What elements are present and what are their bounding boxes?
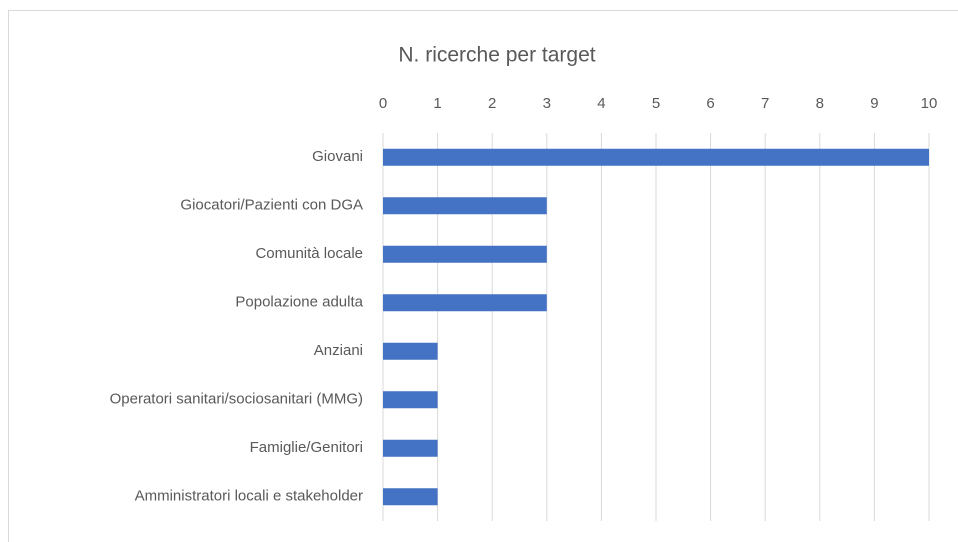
bar (383, 197, 547, 215)
chart-border (8, 10, 958, 542)
x-tick-label: 3 (543, 95, 551, 112)
y-tick-label: Anziani (314, 342, 363, 359)
y-tick-label: Operatori sanitari/sociosanitari (MMG) (110, 391, 363, 408)
x-tick-label: 8 (816, 95, 824, 112)
bar (383, 294, 547, 312)
x-tick-label: 4 (597, 95, 605, 112)
x-tick-label: 10 (921, 95, 938, 112)
bar (383, 391, 438, 409)
x-tick-label: 7 (761, 95, 769, 112)
bar (383, 488, 438, 506)
y-tick-label: Comunità locale (255, 245, 363, 262)
bar (383, 148, 929, 166)
x-tick-label: 0 (379, 95, 387, 112)
y-tick-label: Giocatori/Pazienti con DGA (180, 197, 363, 214)
bar (383, 245, 547, 263)
x-tick-label: 1 (433, 95, 441, 112)
y-tick-label: Famiglie/Genitori (250, 439, 363, 456)
x-tick-label: 9 (870, 95, 878, 112)
y-tick-label: Giovani (312, 148, 363, 165)
bar (383, 439, 438, 457)
y-tick-label: Amministratori locali e stakeholder (135, 488, 363, 505)
chart-title: N. ricerche per target (398, 44, 595, 67)
bar (383, 342, 438, 360)
x-tick-label: 6 (706, 95, 714, 112)
x-tick-label: 5 (652, 95, 660, 112)
x-tick-label: 2 (488, 95, 496, 112)
y-tick-label: Popolazione adulta (235, 294, 363, 311)
